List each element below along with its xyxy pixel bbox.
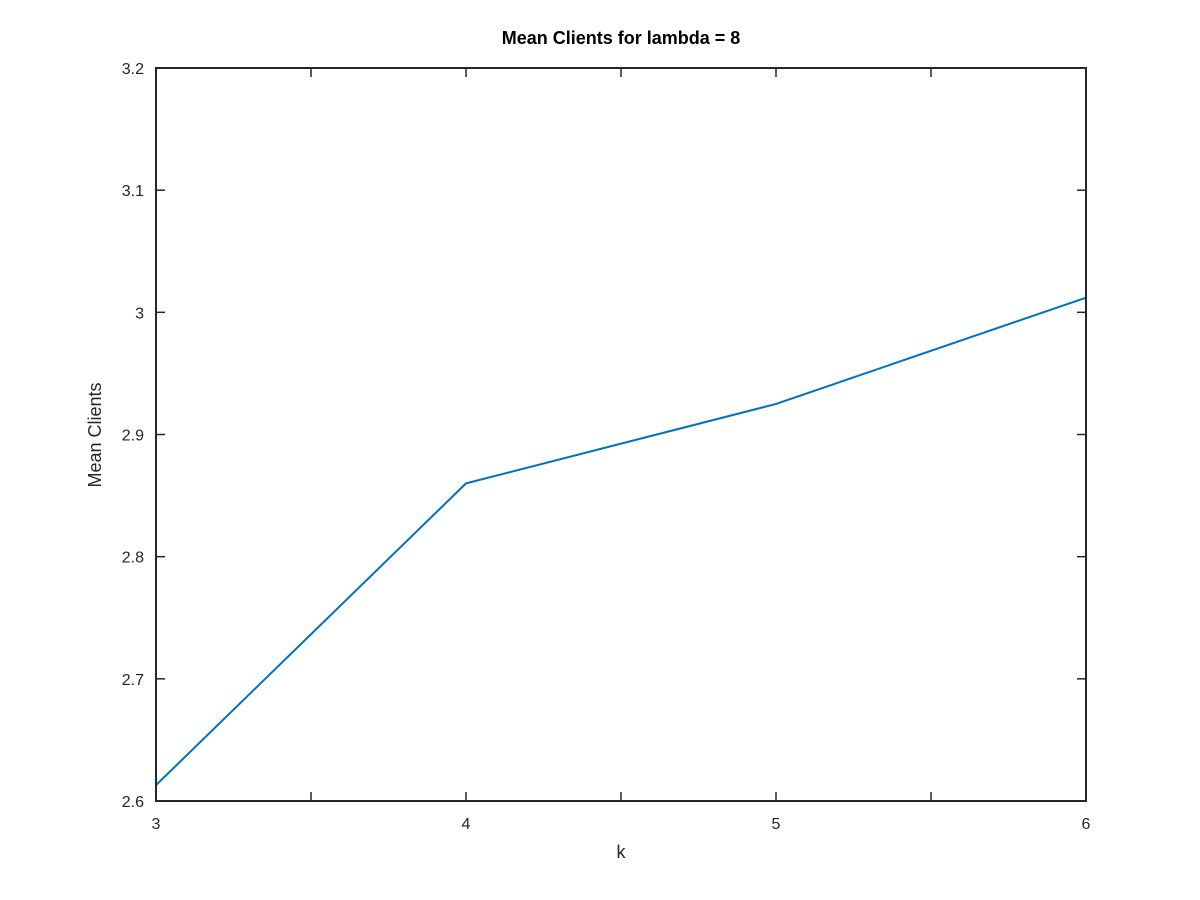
series-layer [155, 296, 1087, 786]
x-tick-label: 4 [462, 816, 471, 833]
y-tick-label: 2.7 [122, 672, 144, 689]
y-tick-label: 2.9 [122, 428, 144, 445]
y-tick-label: 3.1 [122, 183, 144, 200]
axes-box [155, 67, 1087, 802]
series-line [155, 296, 1087, 786]
x-tick-label: 5 [772, 816, 781, 833]
y-tick-label: 2.8 [122, 550, 144, 567]
y-axis-label: Mean Clients [85, 382, 105, 487]
y-tick-label: 2.6 [122, 794, 144, 811]
y-tick-label: 3 [135, 305, 144, 322]
x-axis-label: k [617, 842, 627, 862]
x-tick-label: 3 [152, 816, 161, 833]
y-tick-label: 3.2 [122, 61, 144, 78]
plot-area [156, 68, 1086, 801]
chart-title: Mean Clients for lambda = 8 [502, 28, 741, 48]
x-tick-label: 6 [1082, 816, 1091, 833]
tick-labels: 3 4 5 6 2.6 2.7 2.8 2.9 3 3.1 3.2 [122, 61, 1091, 833]
